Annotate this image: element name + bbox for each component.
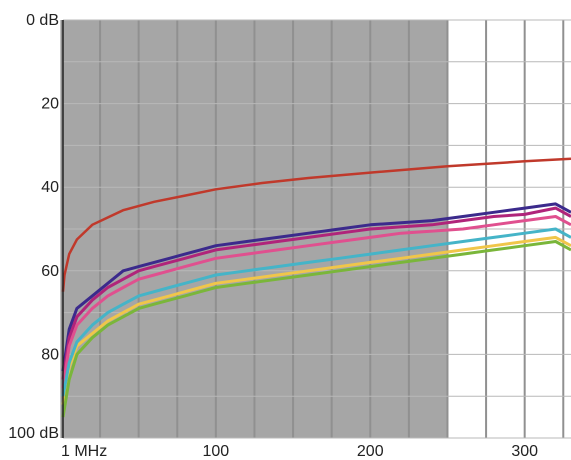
y-tick-label: 80 xyxy=(41,346,59,363)
y-tick-label: 0 dB xyxy=(26,12,59,29)
series-line-1 xyxy=(61,202,571,372)
y-tick-labels: 0 dB 20 40 60 80 100 dB xyxy=(8,12,59,442)
x-tick-label: 100 xyxy=(203,443,230,460)
y-tick-label: 20 xyxy=(41,96,59,113)
x-tick-label: 1 MHz xyxy=(61,443,107,460)
y-tick-label: 40 xyxy=(41,179,59,196)
limit-line xyxy=(61,157,571,292)
series-line-4 xyxy=(61,235,571,405)
series-line-5 xyxy=(61,240,571,418)
series-line-3 xyxy=(61,215,571,389)
series-line-6 xyxy=(61,227,571,397)
y-tick-label: 60 xyxy=(41,263,59,280)
x-tick-label: 300 xyxy=(511,443,538,460)
series-line-2 xyxy=(61,206,571,380)
x-tick-label: 200 xyxy=(357,443,384,460)
series-group xyxy=(61,202,571,418)
y-tick-label: 100 dB xyxy=(8,425,59,442)
x-tick-labels: 1 MHz 100 200 300 xyxy=(61,443,538,460)
